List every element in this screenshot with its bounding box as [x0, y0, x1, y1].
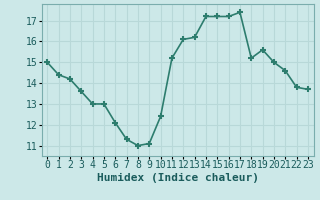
X-axis label: Humidex (Indice chaleur): Humidex (Indice chaleur): [97, 173, 259, 183]
